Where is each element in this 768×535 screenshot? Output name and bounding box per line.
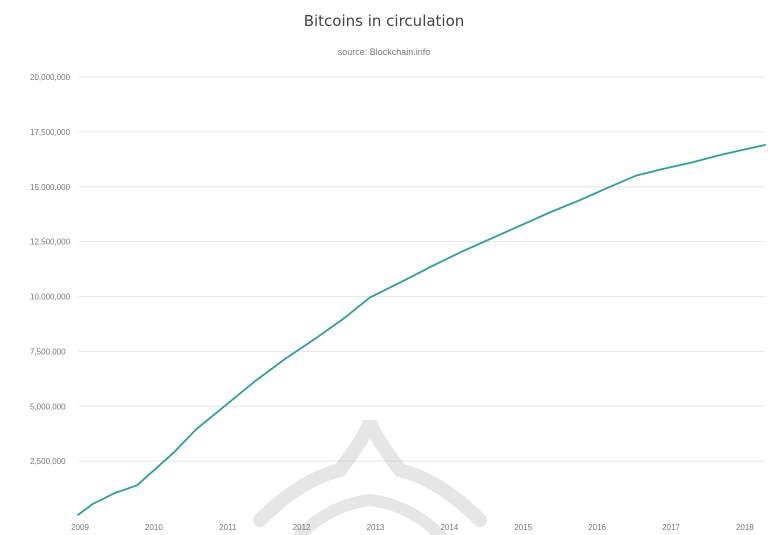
x-axis-ticks: 2009 2010 2011 2012 2013 2014 2015 2016 2017 2018 [71,523,754,532]
watermark-logo [253,418,487,535]
y-axis-ticks: 2,500,000 5,000,000 7,500,000 10,000,000 12,… [30,73,71,466]
x-tick-label: 2011 [219,523,237,532]
x-tick-label: 2015 [514,523,532,532]
x-tick-label: 2017 [662,523,680,532]
y-tick-label: 20,000,000 [30,73,71,82]
x-tick-label: 2012 [293,523,311,532]
y-tick-label: 2,500,000 [30,457,66,466]
chart-subtitle: source: Blockchain.info [337,47,431,57]
x-tick-label: 2013 [367,523,385,532]
y-tick-label: 17,500,000 [30,128,71,137]
y-tick-label: 7,500,000 [30,347,66,356]
y-tick-label: 5,000,000 [30,402,66,411]
y-tick-label: 12,500,000 [30,238,71,247]
x-tick-label: 2016 [588,523,606,532]
series-line [77,144,766,516]
y-tick-label: 10,000,000 [30,293,71,302]
x-tick-label: 2014 [440,523,458,532]
x-tick-label: 2018 [736,523,754,532]
chart-title: Bitcoins in circulation [303,12,465,30]
series-layer [77,144,766,516]
x-tick-label: 2009 [71,523,89,532]
x-tick-label: 2010 [145,523,163,532]
grid-lines [78,76,765,462]
y-tick-label: 15,000,000 [30,183,71,192]
